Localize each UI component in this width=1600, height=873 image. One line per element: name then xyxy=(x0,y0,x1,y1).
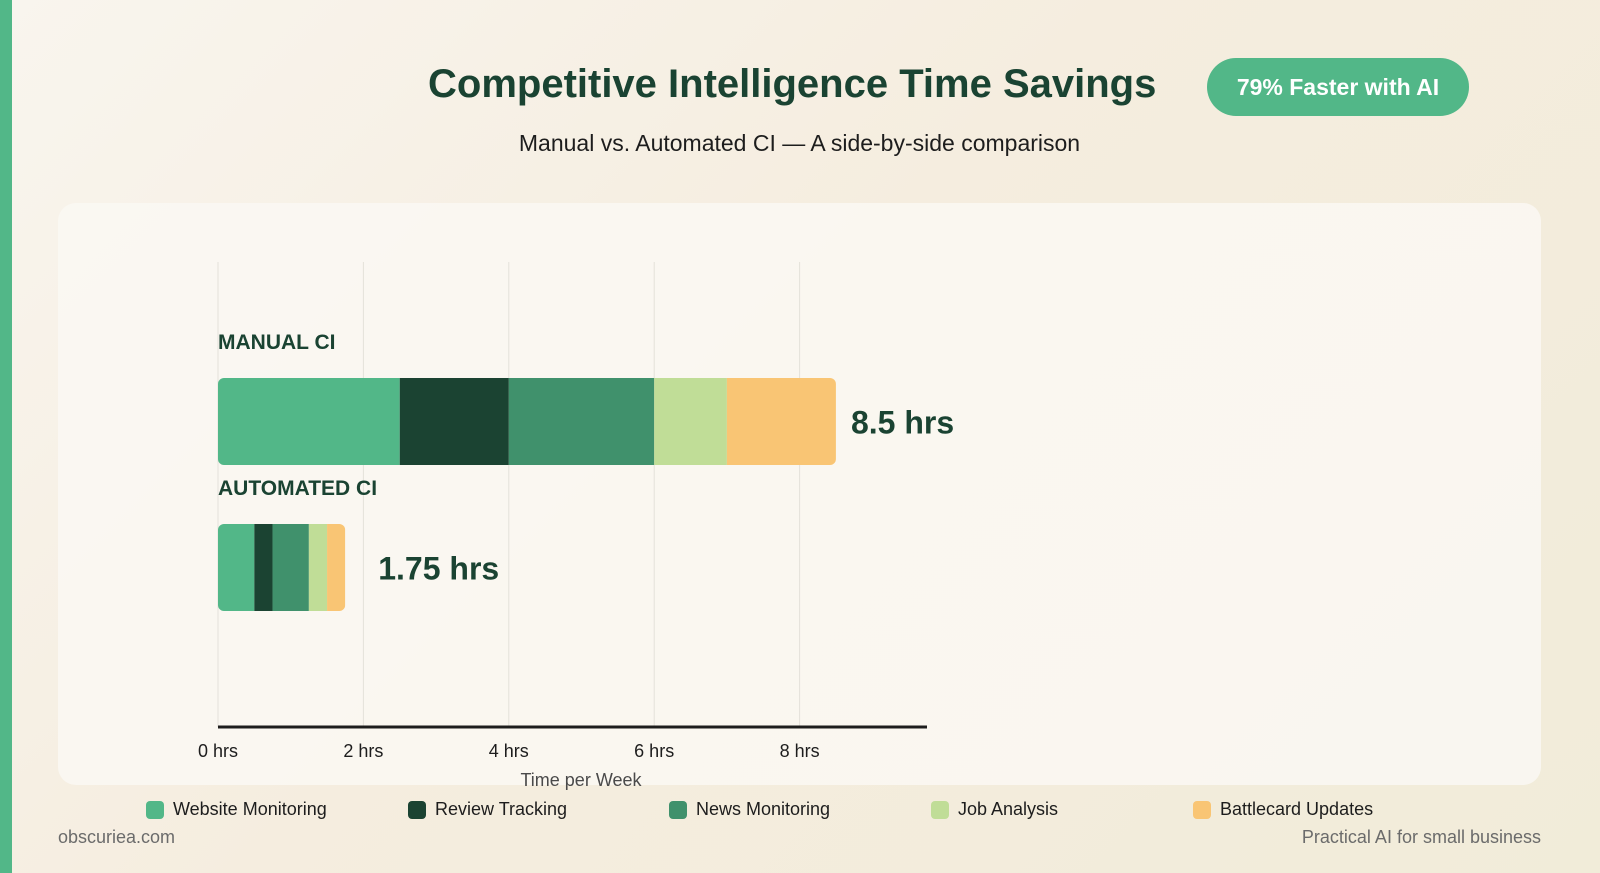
legend-label: Job Analysis xyxy=(958,799,1059,819)
legend-swatch xyxy=(669,800,687,819)
legend-item: Job Analysis xyxy=(931,799,1058,820)
bar-segment-0-1 xyxy=(399,378,509,465)
x-axis-title: Time per Week xyxy=(520,770,642,790)
bar-segment-0-2 xyxy=(508,378,655,465)
chart-legend: Website Monitoring Review Tracking News Mo… xyxy=(0,799,1600,823)
bar-segment-1-1 xyxy=(254,524,273,611)
subtitle-text: Manual vs. Automated CI — A side-by-side… xyxy=(518,130,1081,156)
page-subtitle: Manual vs. Automated CI — A side-by-side… xyxy=(0,130,1600,157)
legend-item: News Monitoring xyxy=(669,799,830,820)
bar-segment-0-3 xyxy=(654,378,727,465)
legend-swatch xyxy=(931,800,949,819)
legend-label: News Monitoring xyxy=(696,799,831,819)
tick-label-2: 4 hrs xyxy=(489,741,529,761)
page-title: Competitive Intelligence Time Savings xyxy=(428,62,1157,106)
bar-segment-0-0 xyxy=(218,378,400,465)
bar-segment-1-2 xyxy=(272,524,309,611)
stacked-bar-chart: MANUAL CI 8.5 hrs AUTOMATED CI 1.75 hrs 0 hr… xyxy=(198,262,954,790)
accent-bar xyxy=(0,0,12,873)
footer-tagline: Practical AI for small business xyxy=(1301,827,1541,847)
total-label-0: 8.5 hrs xyxy=(851,405,954,441)
row-label-1: AUTOMATED CI xyxy=(218,477,377,500)
legend-swatch xyxy=(408,800,426,819)
bar-segment-0-4 xyxy=(726,378,836,465)
legend-label: Website Monitoring xyxy=(173,799,327,819)
legend-item: Website Monitoring xyxy=(146,799,327,820)
tick-label-4: 8 hrs xyxy=(780,741,820,761)
legend-swatch xyxy=(146,800,164,819)
legend-label: Battlecard Updates xyxy=(1220,799,1374,819)
legend-label: Review Tracking xyxy=(435,799,568,819)
bar-segment-1-3 xyxy=(308,524,328,611)
speed-badge: 79% Faster with AI xyxy=(1207,58,1469,116)
total-label-1: 1.75 hrs xyxy=(378,551,499,587)
legend-swatch xyxy=(1193,800,1211,819)
tick-label-1: 2 hrs xyxy=(343,741,383,761)
bar-segment-1-0 xyxy=(218,524,255,611)
bar-segment-1-4 xyxy=(327,524,346,611)
footer-site: obscuriea.com xyxy=(58,827,176,847)
tick-label-3: 6 hrs xyxy=(634,741,674,761)
legend-item: Review Tracking xyxy=(408,799,567,820)
row-label-0: MANUAL CI xyxy=(218,331,335,354)
tick-label-0: 0 hrs xyxy=(198,741,238,761)
legend-item: Battlecard Updates xyxy=(1193,799,1373,820)
